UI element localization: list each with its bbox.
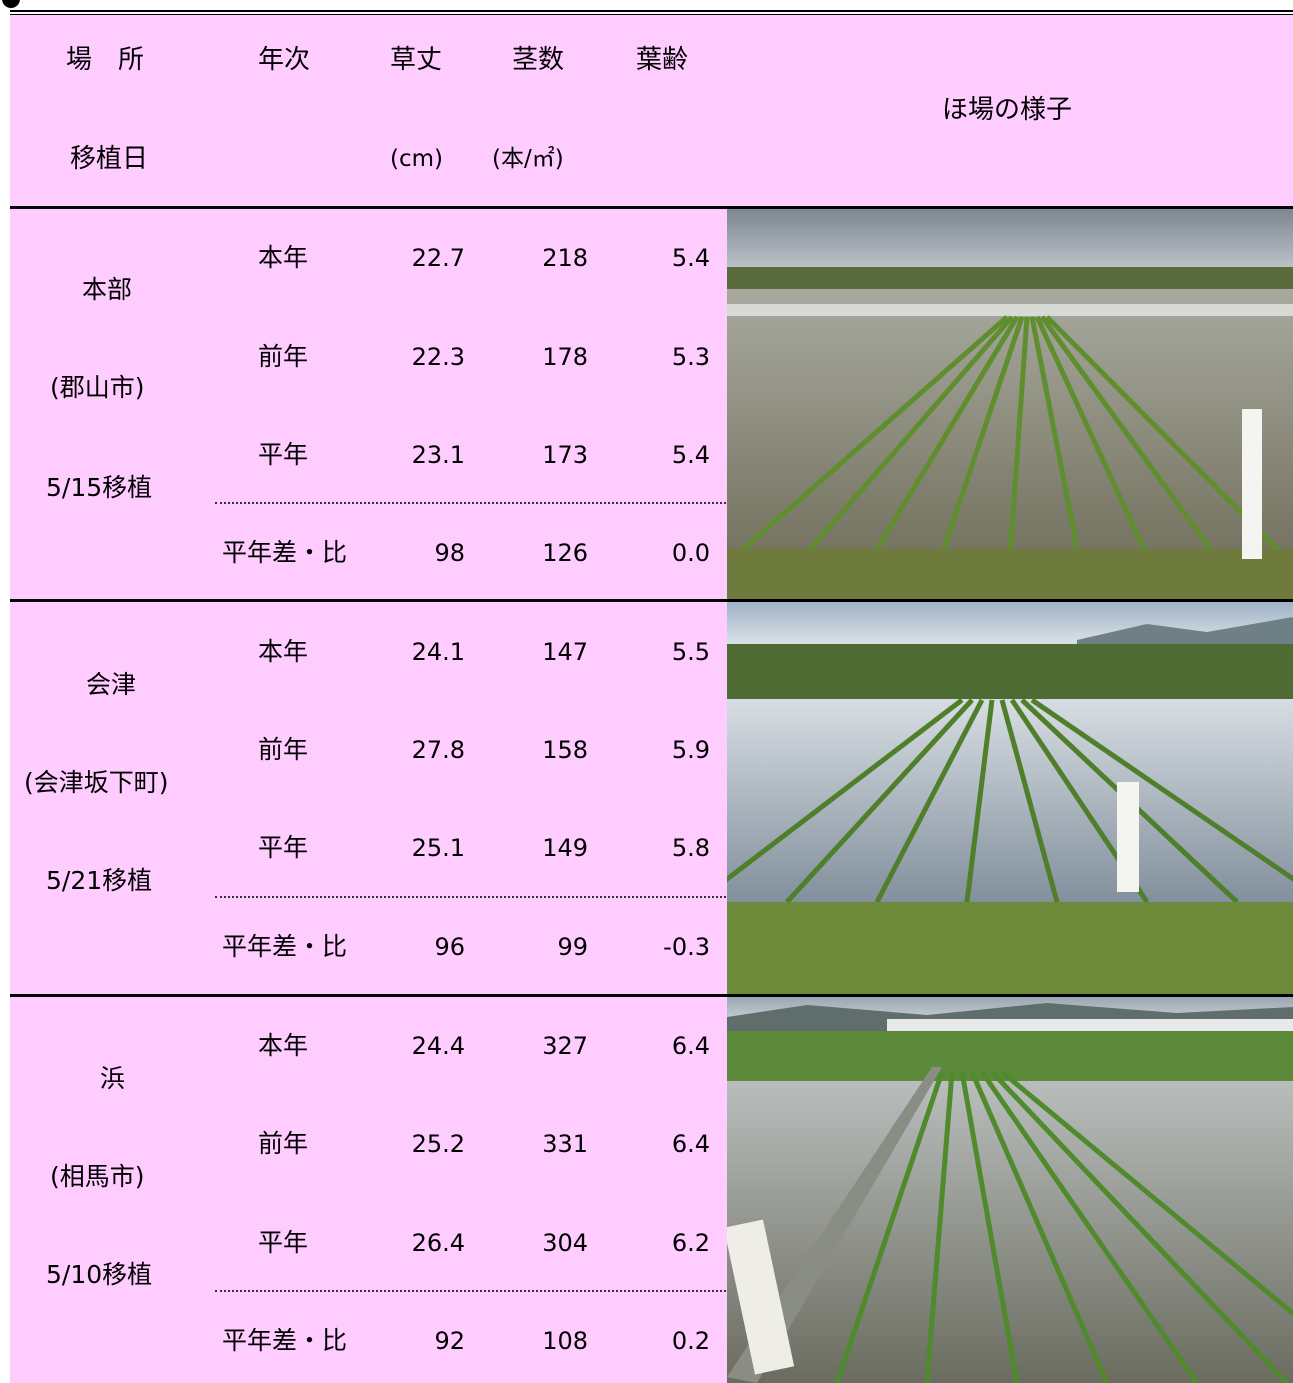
- header-stem-count-unit: (本/㎡): [492, 146, 564, 172]
- row-band-aizu: [10, 602, 727, 994]
- height-value: 92: [434, 1327, 465, 1355]
- leaf-value: 0.2: [671, 1327, 710, 1355]
- height-value: 98: [434, 539, 465, 567]
- year-label: 平年: [258, 1228, 309, 1257]
- leaf-value: 5.4: [671, 441, 710, 469]
- field-photo-honbu: [727, 209, 1293, 599]
- stems-value: 108: [542, 1327, 588, 1355]
- stems-value: 158: [542, 736, 588, 764]
- height-value: 25.1: [411, 834, 465, 862]
- leaf-value: 5.3: [671, 343, 710, 371]
- bullet-icon: [2, 0, 20, 8]
- height-value: 24.4: [411, 1032, 465, 1060]
- year-label: 平年: [258, 833, 309, 862]
- year-label: 平年差・比: [222, 932, 348, 961]
- year-label: 前年: [258, 1129, 309, 1158]
- leaf-value: -0.3: [663, 933, 710, 961]
- row-band-honbu: [10, 209, 727, 599]
- header-leaf-age: 葉齢: [636, 45, 689, 75]
- year-label: 平年: [258, 440, 309, 469]
- stems-value: 327: [542, 1032, 588, 1060]
- cropped-title: [0, 0, 1293, 12]
- year-label: 前年: [258, 735, 309, 764]
- year-label: 前年: [258, 342, 309, 371]
- height-value: 26.4: [411, 1229, 465, 1257]
- top-rule: [10, 10, 1293, 12]
- row-divider-dotted: [215, 1290, 726, 1292]
- stems-value: 99: [557, 933, 588, 961]
- leaf-value: 5.9: [671, 736, 710, 764]
- leaf-value: 5.4: [671, 244, 710, 272]
- height-value: 27.8: [411, 736, 465, 764]
- stake-icon: [1117, 782, 1139, 892]
- header-band: [10, 15, 1293, 206]
- transplant-date: 5/15移植: [46, 473, 153, 502]
- stems-value: 126: [542, 539, 588, 567]
- height-value: 96: [434, 933, 465, 961]
- stems-value: 304: [542, 1229, 588, 1257]
- stems-value: 147: [542, 638, 588, 666]
- header-plant-height-unit: (cm): [390, 146, 443, 172]
- row-divider-dotted: [215, 502, 726, 504]
- height-value: 23.1: [411, 441, 465, 469]
- stems-value: 149: [542, 834, 588, 862]
- leaf-value: 6.2: [671, 1229, 710, 1257]
- leaf-value: 5.5: [671, 638, 710, 666]
- row-rule: [10, 599, 1293, 602]
- header-stem-count: 茎数: [512, 45, 565, 75]
- site-city: (会津坂下町): [24, 768, 169, 797]
- site-name: 本部: [82, 275, 133, 304]
- site-name: 浜: [100, 1064, 126, 1093]
- site-city: (郡山市): [50, 373, 145, 402]
- stake-icon: [1242, 409, 1262, 559]
- header-transplant-date: 移植日: [70, 144, 149, 174]
- stake-icon: [727, 1219, 795, 1375]
- stems-value: 178: [542, 343, 588, 371]
- header-field-condition: ほ場の様子: [942, 95, 1073, 125]
- transplant-date: 5/10移植: [46, 1260, 153, 1289]
- height-value: 22.3: [411, 343, 465, 371]
- row-band-hama: [10, 997, 727, 1383]
- stems-value: 173: [542, 441, 588, 469]
- height-value: 25.2: [411, 1130, 465, 1158]
- stems-value: 218: [542, 244, 588, 272]
- leaf-value: 5.8: [671, 834, 710, 862]
- height-value: 22.7: [411, 244, 465, 272]
- header-location: 場 所: [66, 45, 145, 75]
- top-rule-thin: [10, 14, 1293, 15]
- height-value: 24.1: [411, 638, 465, 666]
- transplant-date: 5/21移植: [46, 866, 153, 895]
- leaf-value: 0.0: [671, 539, 710, 567]
- site-city: (相馬市): [50, 1162, 145, 1191]
- year-label: 平年差・比: [222, 1326, 348, 1355]
- leaf-value: 6.4: [671, 1130, 710, 1158]
- row-rule: [10, 994, 1293, 997]
- header-bottom-rule: [10, 206, 1293, 209]
- year-label: 本年: [258, 243, 309, 272]
- header-year: 年次: [258, 45, 311, 75]
- year-label: 本年: [258, 637, 309, 666]
- stems-value: 331: [542, 1130, 588, 1158]
- site-name: 会津: [86, 670, 137, 699]
- field-photo-aizu: [727, 602, 1293, 994]
- header-plant-height: 草丈: [390, 45, 443, 75]
- leaf-value: 6.4: [671, 1032, 710, 1060]
- row-divider-dotted: [215, 896, 726, 898]
- field-photo-hama: [727, 997, 1293, 1383]
- year-label: 平年差・比: [222, 538, 348, 567]
- year-label: 本年: [258, 1031, 309, 1060]
